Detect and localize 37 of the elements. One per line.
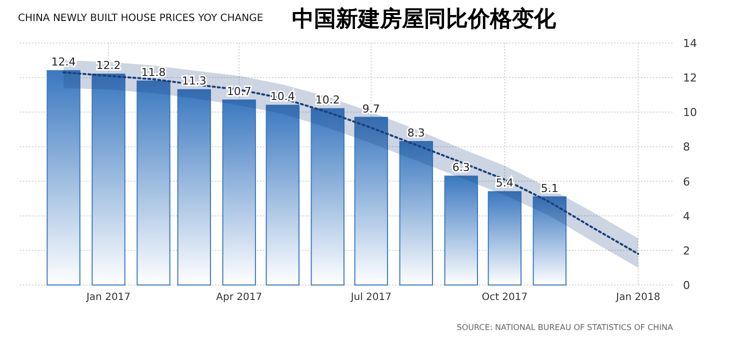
y-tick-label: 6 xyxy=(683,175,690,188)
data-label: 8.3 xyxy=(407,126,425,140)
y-tick-label: 2 xyxy=(683,244,690,258)
bar xyxy=(532,196,566,286)
data-label: 11.8 xyxy=(141,66,166,80)
bar xyxy=(266,104,300,286)
bar xyxy=(310,108,344,286)
bar xyxy=(354,116,388,286)
source-note: SOURCE: NATIONAL BUREAU OF STATISTICS OF CHINA xyxy=(456,323,674,332)
data-label: 5.1 xyxy=(540,182,558,195)
bar xyxy=(177,89,211,286)
y-tick-label: 10 xyxy=(683,106,697,120)
y-tick-label: 4 xyxy=(683,210,690,223)
y-tick-label: 0 xyxy=(683,279,690,292)
x-tick-label: Jul 2017 xyxy=(350,292,392,303)
bar xyxy=(488,191,522,286)
data-label: 12.2 xyxy=(96,59,121,72)
bar xyxy=(399,141,433,286)
data-label: 12.4 xyxy=(51,56,76,69)
data-label: 10.2 xyxy=(315,94,340,107)
data-label: 9.7 xyxy=(362,102,380,116)
chart-subtitle: 中国新建房屋同比价格变化 xyxy=(292,6,557,32)
data-label: 6.3 xyxy=(452,161,470,174)
bar xyxy=(136,80,170,286)
x-tick-label: Jan 2018 xyxy=(615,292,660,303)
bar xyxy=(222,100,256,286)
data-label: 5.4 xyxy=(496,176,514,190)
y-tick-label: 12 xyxy=(683,72,697,85)
x-tick-label: Oct 2017 xyxy=(482,292,528,303)
y-tick-label: 8 xyxy=(683,140,690,154)
chart-title: CHINA NEWLY BUILT HOUSE PRICES YOY CHANGE xyxy=(18,13,264,24)
y-tick-label: 14 xyxy=(683,37,697,50)
bar xyxy=(92,74,126,286)
x-tick-label: Jan 2017 xyxy=(85,292,131,303)
x-tick-label: Apr 2017 xyxy=(216,292,262,303)
bar xyxy=(46,70,80,286)
bar xyxy=(444,176,478,286)
